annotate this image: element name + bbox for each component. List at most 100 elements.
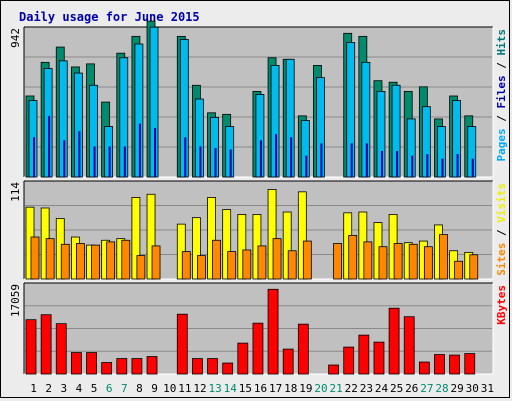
bar-visits-visits-day-12 [192,217,201,280]
bar-visits-sites-day-23 [363,241,373,280]
bar-visits-sites-day-15 [242,249,252,280]
x-tick-label: 27 [420,382,433,395]
legend-label: Hits [495,29,508,56]
bar-kbytes-kbytes-day-24 [373,341,385,375]
x-tick-label: 17 [269,382,282,395]
bar-visits-sites-day-19 [302,240,312,280]
x-tick-label: 21 [330,382,343,395]
bar-visits-visits-day-14 [222,209,232,280]
bar-kbytes-kbytes-day-3 [55,323,67,375]
panel-legend: Sites / Visits [495,183,508,276]
bar-visits-sites-day-1 [30,236,40,280]
x-tick-label: 15 [239,382,252,395]
x-tick-label: 25 [390,382,403,395]
bar-kbytes-kbytes-day-23 [358,334,370,375]
legend-label: KBytes [495,285,508,325]
bar-visits-sites-day-28 [439,234,448,280]
bar-visits-sites-day-3 [60,243,70,280]
bar-hits-pages-day-4 [78,131,81,177]
bar-hits-pages-day-24 [380,151,383,177]
x-tick-label: 7 [121,382,128,395]
x-tick-label: 13 [208,382,221,395]
panel-hits: 942 Pages / Files / Hits [9,20,508,178]
bar-hits-pages-day-23 [365,143,368,177]
bar-hits-pages-day-2 [48,115,51,177]
x-tick-label: 1 [30,382,37,395]
bar-hits-pages-day-16 [259,140,262,177]
bar-hits-pages-day-3 [63,140,66,177]
x-tick-label: 12 [193,382,206,395]
bar-visits-sites-day-7 [121,239,131,280]
x-tick-label: 19 [299,382,312,395]
panel-kbytes: 17059 KBytes [9,282,508,375]
panel-legend: KBytes [495,285,508,325]
bar-visits-sites-day-13 [212,239,221,280]
chart-title: Daily usage for June 2015 [19,10,200,24]
bar-visits-visits-day-13 [207,197,216,280]
bar-kbytes-kbytes-day-4 [70,352,82,375]
bar-hits-pages-day-7 [123,146,126,177]
bar-visits-sites-day-11 [181,251,191,280]
bar-hits-pages-day-20 [320,143,323,177]
bar-kbytes-kbytes-day-17 [267,288,279,375]
bar-kbytes-kbytes-day-27 [418,361,430,375]
bar-visits-visits-day-15 [237,214,247,280]
bar-kbytes-kbytes-day-16 [252,322,264,375]
x-tick-label: 8 [136,382,143,395]
bar-kbytes-kbytes-day-28 [434,354,445,375]
y-max-label: 114 [9,182,22,202]
legend-label: / [495,109,508,129]
bar-visits-sites-day-24 [378,246,388,280]
x-tick-label: 2 [45,382,52,395]
x-tick-label: 6 [106,382,113,395]
bar-visits-visits-day-17 [267,189,277,280]
bar-visits-visits-day-19 [297,191,307,280]
bar-visits-sites-day-4 [75,243,85,280]
bar-kbytes-kbytes-day-2 [40,314,52,375]
bar-hits-pages-day-27 [426,154,429,177]
x-tick-label: 29 [451,382,464,395]
bar-hits-pages-day-1 [33,137,35,177]
legend-label: / [495,223,508,243]
x-tick-label: 9 [151,382,158,395]
bar-hits-pages-day-6 [108,146,111,177]
bar-hits-pages-day-19 [305,155,308,177]
bar-visits-sites-day-18 [287,250,297,280]
x-tick-label: 23 [360,382,373,395]
x-tick-label: 3 [61,382,68,395]
bar-visits-sites-day-14 [227,251,237,280]
bar-visits-sites-day-9 [151,245,161,280]
bar-visits-sites-day-17 [272,238,282,280]
bar-hits-pages-day-14 [229,149,232,177]
x-tick-label: 30 [466,382,479,395]
bar-hits-pages-day-18 [290,137,293,177]
bar-kbytes-kbytes-day-18 [282,348,294,375]
x-tick-label: 20 [314,382,327,395]
bar-kbytes-kbytes-day-1 [25,319,37,375]
bar-visits-sites-day-16 [257,245,267,280]
bar-kbytes-kbytes-day-29 [449,354,461,375]
bar-hits-pages-day-9 [154,128,157,177]
bar-hits-pages-day-5 [93,146,96,177]
x-tick-label: 18 [284,382,297,395]
bar-hits-pages-day-28 [441,158,444,177]
bar-visits-sites-day-27 [423,246,433,280]
bar-hits-pages-day-13 [214,147,217,177]
x-tick-label: 24 [375,382,389,395]
x-tick-label: 10 [163,382,176,395]
bar-visits-sites-day-22 [348,235,358,280]
bar-kbytes-kbytes-day-8 [131,358,143,375]
bar-kbytes-kbytes-day-12 [192,358,203,375]
bar-kbytes-kbytes-day-15 [237,342,249,375]
bar-hits-pages-day-17 [275,134,278,177]
legend-label: Files [495,75,508,108]
bar-visits-visits-day-8 [131,197,141,280]
bar-visits-visits-day-9 [146,193,156,280]
bar-visits-sites-day-30 [469,254,479,280]
x-tick-label: 28 [435,382,448,395]
bar-kbytes-kbytes-day-13 [207,358,218,375]
x-tick-label: 22 [345,382,358,395]
bar-visits-sites-day-6 [106,241,116,280]
